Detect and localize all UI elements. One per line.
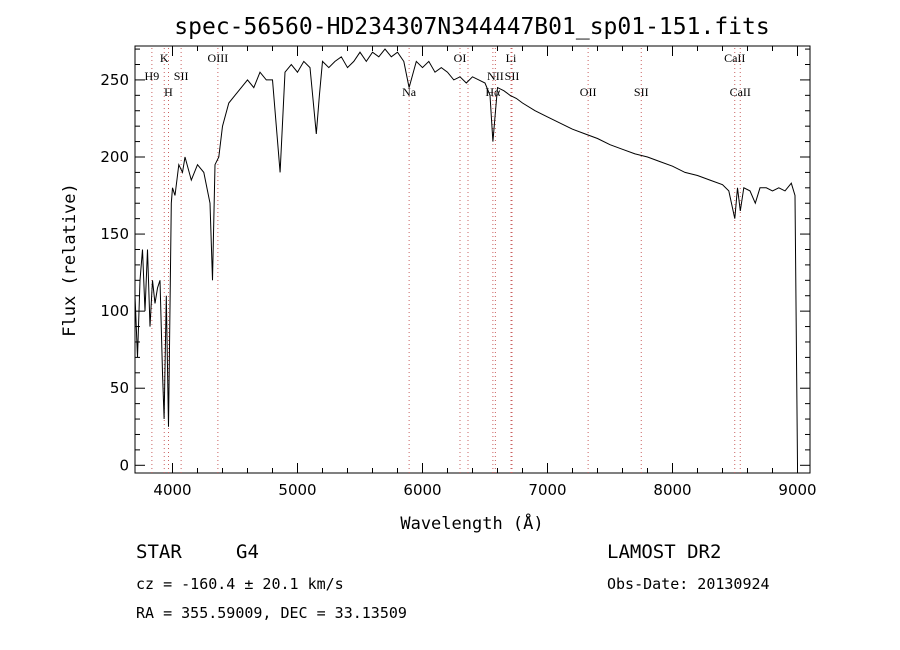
line-label-10: Li bbox=[506, 51, 517, 65]
line-label-12: OII bbox=[580, 85, 597, 99]
axis-ticks: 4000 5000 6000 7000 8000 9000 0 50 100 150 200 250 bbox=[100, 46, 817, 499]
line-label-1: K bbox=[160, 51, 169, 65]
x-tick-label-1: 5000 bbox=[278, 481, 316, 499]
x-tick-label-0: 4000 bbox=[153, 481, 191, 499]
x-tick-label-4: 8000 bbox=[653, 481, 691, 499]
y-tick-label-1: 50 bbox=[110, 379, 129, 397]
line-label-15: CaII bbox=[730, 85, 751, 99]
y-tick-label-2: 100 bbox=[100, 302, 129, 320]
observation-date: Obs-Date: 20130924 bbox=[607, 575, 770, 593]
y-tick-label-4: 200 bbox=[100, 148, 129, 166]
line-label-3: SII bbox=[174, 69, 189, 83]
spectrum-line bbox=[134, 48, 798, 466]
x-tick-label-2: 6000 bbox=[403, 481, 441, 499]
line-label-6: OI bbox=[454, 51, 467, 65]
redshift-value: cz = -160.4 ± 20.1 km/s bbox=[136, 575, 344, 593]
y-tick-label-0: 0 bbox=[119, 456, 129, 474]
y-axis-label: Flux (relative) bbox=[60, 183, 80, 337]
line-label-14: CaII bbox=[724, 51, 745, 65]
line-label-8: Hα bbox=[485, 85, 501, 99]
plot-frame bbox=[134, 45, 811, 474]
line-label-2: H bbox=[164, 85, 173, 99]
line-label-11: SII bbox=[505, 69, 520, 83]
object-subclass: G4 bbox=[236, 541, 259, 563]
chart-title: spec-56560-HD234307N344447B01_sp01-151.f… bbox=[174, 14, 769, 40]
line-label-4: OIII bbox=[208, 51, 229, 65]
line-label-5: Na bbox=[402, 85, 417, 99]
line-label-9: NII bbox=[487, 69, 504, 83]
y-tick-label-5: 250 bbox=[100, 71, 129, 89]
x-tick-label-5: 9000 bbox=[778, 481, 816, 499]
line-label-0: H9 bbox=[145, 69, 160, 83]
line-label-13: SII bbox=[634, 85, 649, 99]
survey-name: LAMOST DR2 bbox=[607, 541, 722, 563]
x-axis-label: Wavelength (Å) bbox=[400, 512, 543, 534]
y-tick-label-3: 150 bbox=[100, 225, 129, 243]
x-tick-label-3: 7000 bbox=[528, 481, 566, 499]
coordinates: RA = 355.59009, DEC = 33.13509 bbox=[136, 604, 407, 622]
object-class: STAR bbox=[136, 541, 182, 563]
